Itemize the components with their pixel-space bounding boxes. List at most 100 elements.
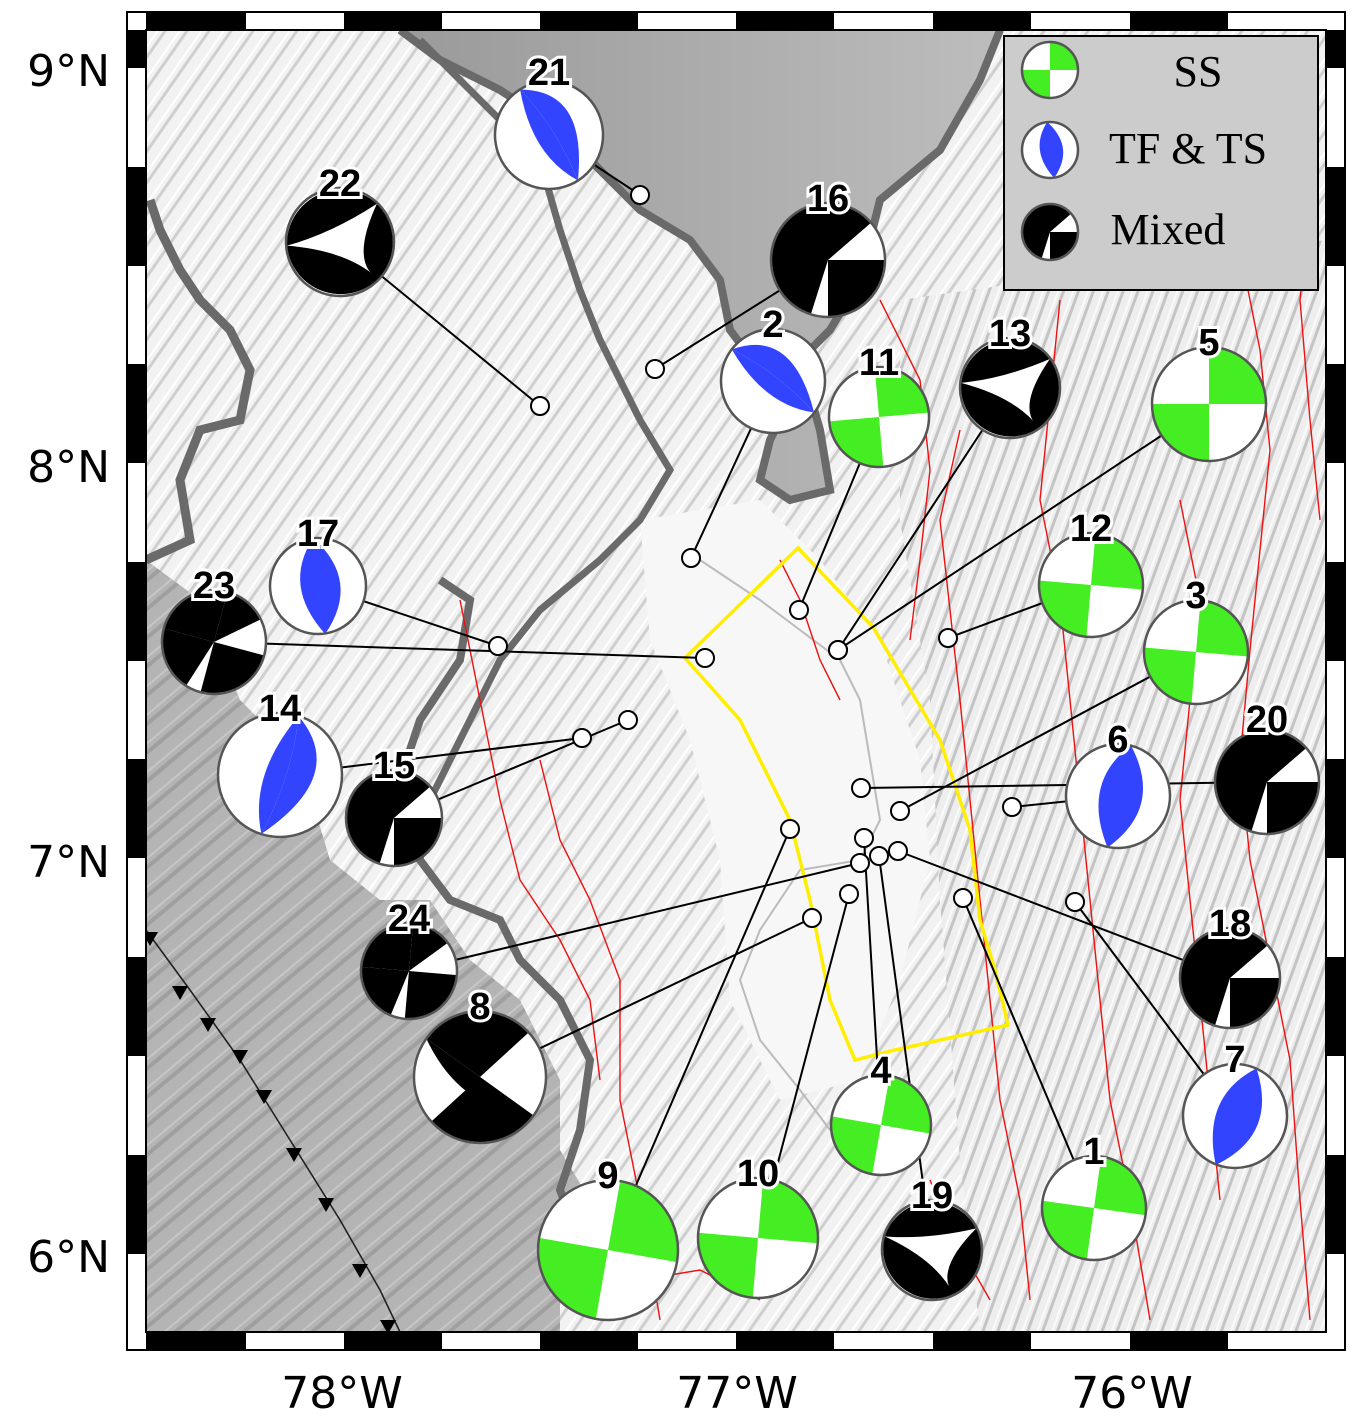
legend-icon-mixed-outline <box>1020 202 1080 262</box>
focal-mechanism-15-quadrant-a <box>346 770 394 818</box>
focal-mechanism-11-outline <box>827 365 931 469</box>
event-label-23: 23 <box>193 565 235 607</box>
study-area-outline <box>682 545 1011 1063</box>
lon-label-77: 77°W <box>676 1368 798 1419</box>
epicenter-7 <box>1065 892 1085 912</box>
focal-mechanism-8-quadrant-a <box>426 1011 529 1077</box>
focal-mechanism-15-quadrant-c <box>346 818 394 864</box>
connector-20 <box>860 781 1268 789</box>
focal-mechanism-1 <box>1040 1154 1148 1262</box>
event-label-11: 11 <box>859 342 899 384</box>
epicenter-9 <box>780 819 800 839</box>
focal-mechanism-6 <box>1064 742 1172 850</box>
focal-mechanism-20 <box>1213 728 1321 836</box>
focal-mechanism-24-quadrant-d <box>409 923 448 971</box>
focal-mechanism-15-quadrant-b <box>394 818 442 866</box>
focal-mechanism-9-quadrant-a <box>608 1181 678 1263</box>
focal-mechanism-2 <box>719 327 827 435</box>
legend-label-mixed: Mixed <box>1111 205 1226 254</box>
connector-18 <box>897 850 1231 979</box>
focal-mechanism-9-outline <box>536 1178 680 1322</box>
event-label-17: 17 <box>297 513 339 555</box>
focal-mechanism-16-quadrant-d <box>828 203 871 260</box>
connector-24 <box>408 862 861 972</box>
event-label-22: 22 <box>319 163 361 205</box>
legend-icon-ss-outline <box>1020 40 1080 100</box>
epicenter-20 <box>851 778 871 798</box>
focal-mechanism-13-quadrant-c <box>960 382 1039 437</box>
focal-mechanism-4-outline <box>829 1073 933 1177</box>
focal-mechanism-3-quadrant-a <box>1196 600 1248 657</box>
epicenter-16 <box>645 359 665 379</box>
event-label-7: 7 <box>1224 1039 1245 1081</box>
focal-mechanism-24-outline <box>359 921 459 1021</box>
event-label-5: 5 <box>1198 322 1219 364</box>
focal-mechanism-5-outline <box>1150 345 1268 463</box>
focal-mechanism-14-compression <box>261 716 317 834</box>
connector-5 <box>837 403 1210 651</box>
focal-mechanism-23 <box>160 588 268 696</box>
connector-3 <box>899 651 1197 812</box>
focal-mechanism-20-quadrant-b <box>1267 782 1319 834</box>
focal-mechanism-12 <box>1037 531 1145 639</box>
focal-mechanism-17-outline <box>268 536 368 636</box>
focal-mechanism-8 <box>412 1009 548 1145</box>
event-label-10: 10 <box>737 1153 779 1195</box>
legend-icon-mixed-quadrant-b <box>1050 232 1078 260</box>
event-label-15: 15 <box>373 745 415 787</box>
focal-mechanism-19-quadrant-b <box>947 1228 981 1295</box>
focal-mechanism-12-quadrant-a <box>1091 533 1143 590</box>
focal-mechanism-2-compression <box>731 345 815 413</box>
epicenter-15 <box>618 710 638 730</box>
focal-mechanism-13 <box>958 336 1062 440</box>
focal-mechanism-3-quadrant-b <box>1144 647 1196 704</box>
focal-mechanism-4 <box>829 1073 933 1177</box>
epicenter-3 <box>890 801 910 821</box>
epicenter-22 <box>530 396 550 416</box>
focal-mechanism-14 <box>216 711 344 839</box>
lat-label-6: 6°N <box>27 1232 110 1283</box>
focal-mechanism-10 <box>696 1176 820 1300</box>
focal-mechanism-12-outline <box>1037 531 1145 639</box>
epicenter-24 <box>850 853 870 873</box>
legend-icon-tf-compression <box>1039 122 1064 178</box>
focal-mechanism-20-quadrant-d <box>1267 730 1306 782</box>
focal-mechanism-24-quadrant-b <box>404 971 457 1019</box>
focal-mechanism-22 <box>284 186 396 298</box>
legend: SS TF & TS Mixed <box>1003 35 1319 291</box>
focal-mechanism-18-quadrant-a <box>1180 928 1230 978</box>
focal-mechanism-13-quadrant-b <box>1029 359 1059 428</box>
event-label-14: 14 <box>259 688 301 730</box>
focal-mechanism-18 <box>1178 926 1282 1030</box>
focal-mechanism-14-outline <box>216 711 344 839</box>
event-label-9: 9 <box>597 1155 618 1197</box>
focal-mechanism-18-quadrant-b <box>1230 978 1280 1028</box>
focal-mechanism-7-compression <box>1212 1068 1263 1165</box>
focal-mechanism-11-quadrant-a <box>874 367 929 417</box>
pacific-coast <box>395 576 595 1242</box>
lat-label-9: 9°N <box>27 46 110 97</box>
focal-mechanism-7 <box>1181 1062 1289 1170</box>
focal-mechanism-14-compression-b <box>258 716 299 834</box>
focal-mechanism-10-quadrant-a <box>758 1178 818 1244</box>
focal-mechanism-1-outline <box>1040 1154 1148 1262</box>
focal-mechanism-21-compression-b <box>520 89 578 181</box>
focal-mechanism-5-quadrant-b <box>1152 404 1209 461</box>
connector-9 <box>607 828 791 1251</box>
focal-mechanism-9 <box>536 1178 680 1322</box>
connector-19 <box>878 855 933 1251</box>
focal-mechanism-15 <box>344 768 444 868</box>
event-label-1: 1 <box>1083 1131 1104 1173</box>
focal-mechanism-8-quadrant-b <box>431 1077 534 1143</box>
focal-mechanism-13-quadrant-a <box>961 339 1050 383</box>
focal-mechanism-11-quadrant-b <box>829 417 884 467</box>
focal-mechanism-16-quadrant-c <box>771 260 828 315</box>
epicenter-6 <box>1002 797 1022 817</box>
focal-mechanism-10-outline <box>696 1176 820 1300</box>
legend-icon-mixed-quadrant-c <box>1022 232 1050 259</box>
epicenter-11 <box>789 600 809 620</box>
axis-labels: 9°N 8°N 7°N 6°N 78°W 77°W 76°W <box>27 46 1193 1419</box>
epicenter-13 <box>828 640 848 660</box>
map-frame <box>126 11 1346 1351</box>
